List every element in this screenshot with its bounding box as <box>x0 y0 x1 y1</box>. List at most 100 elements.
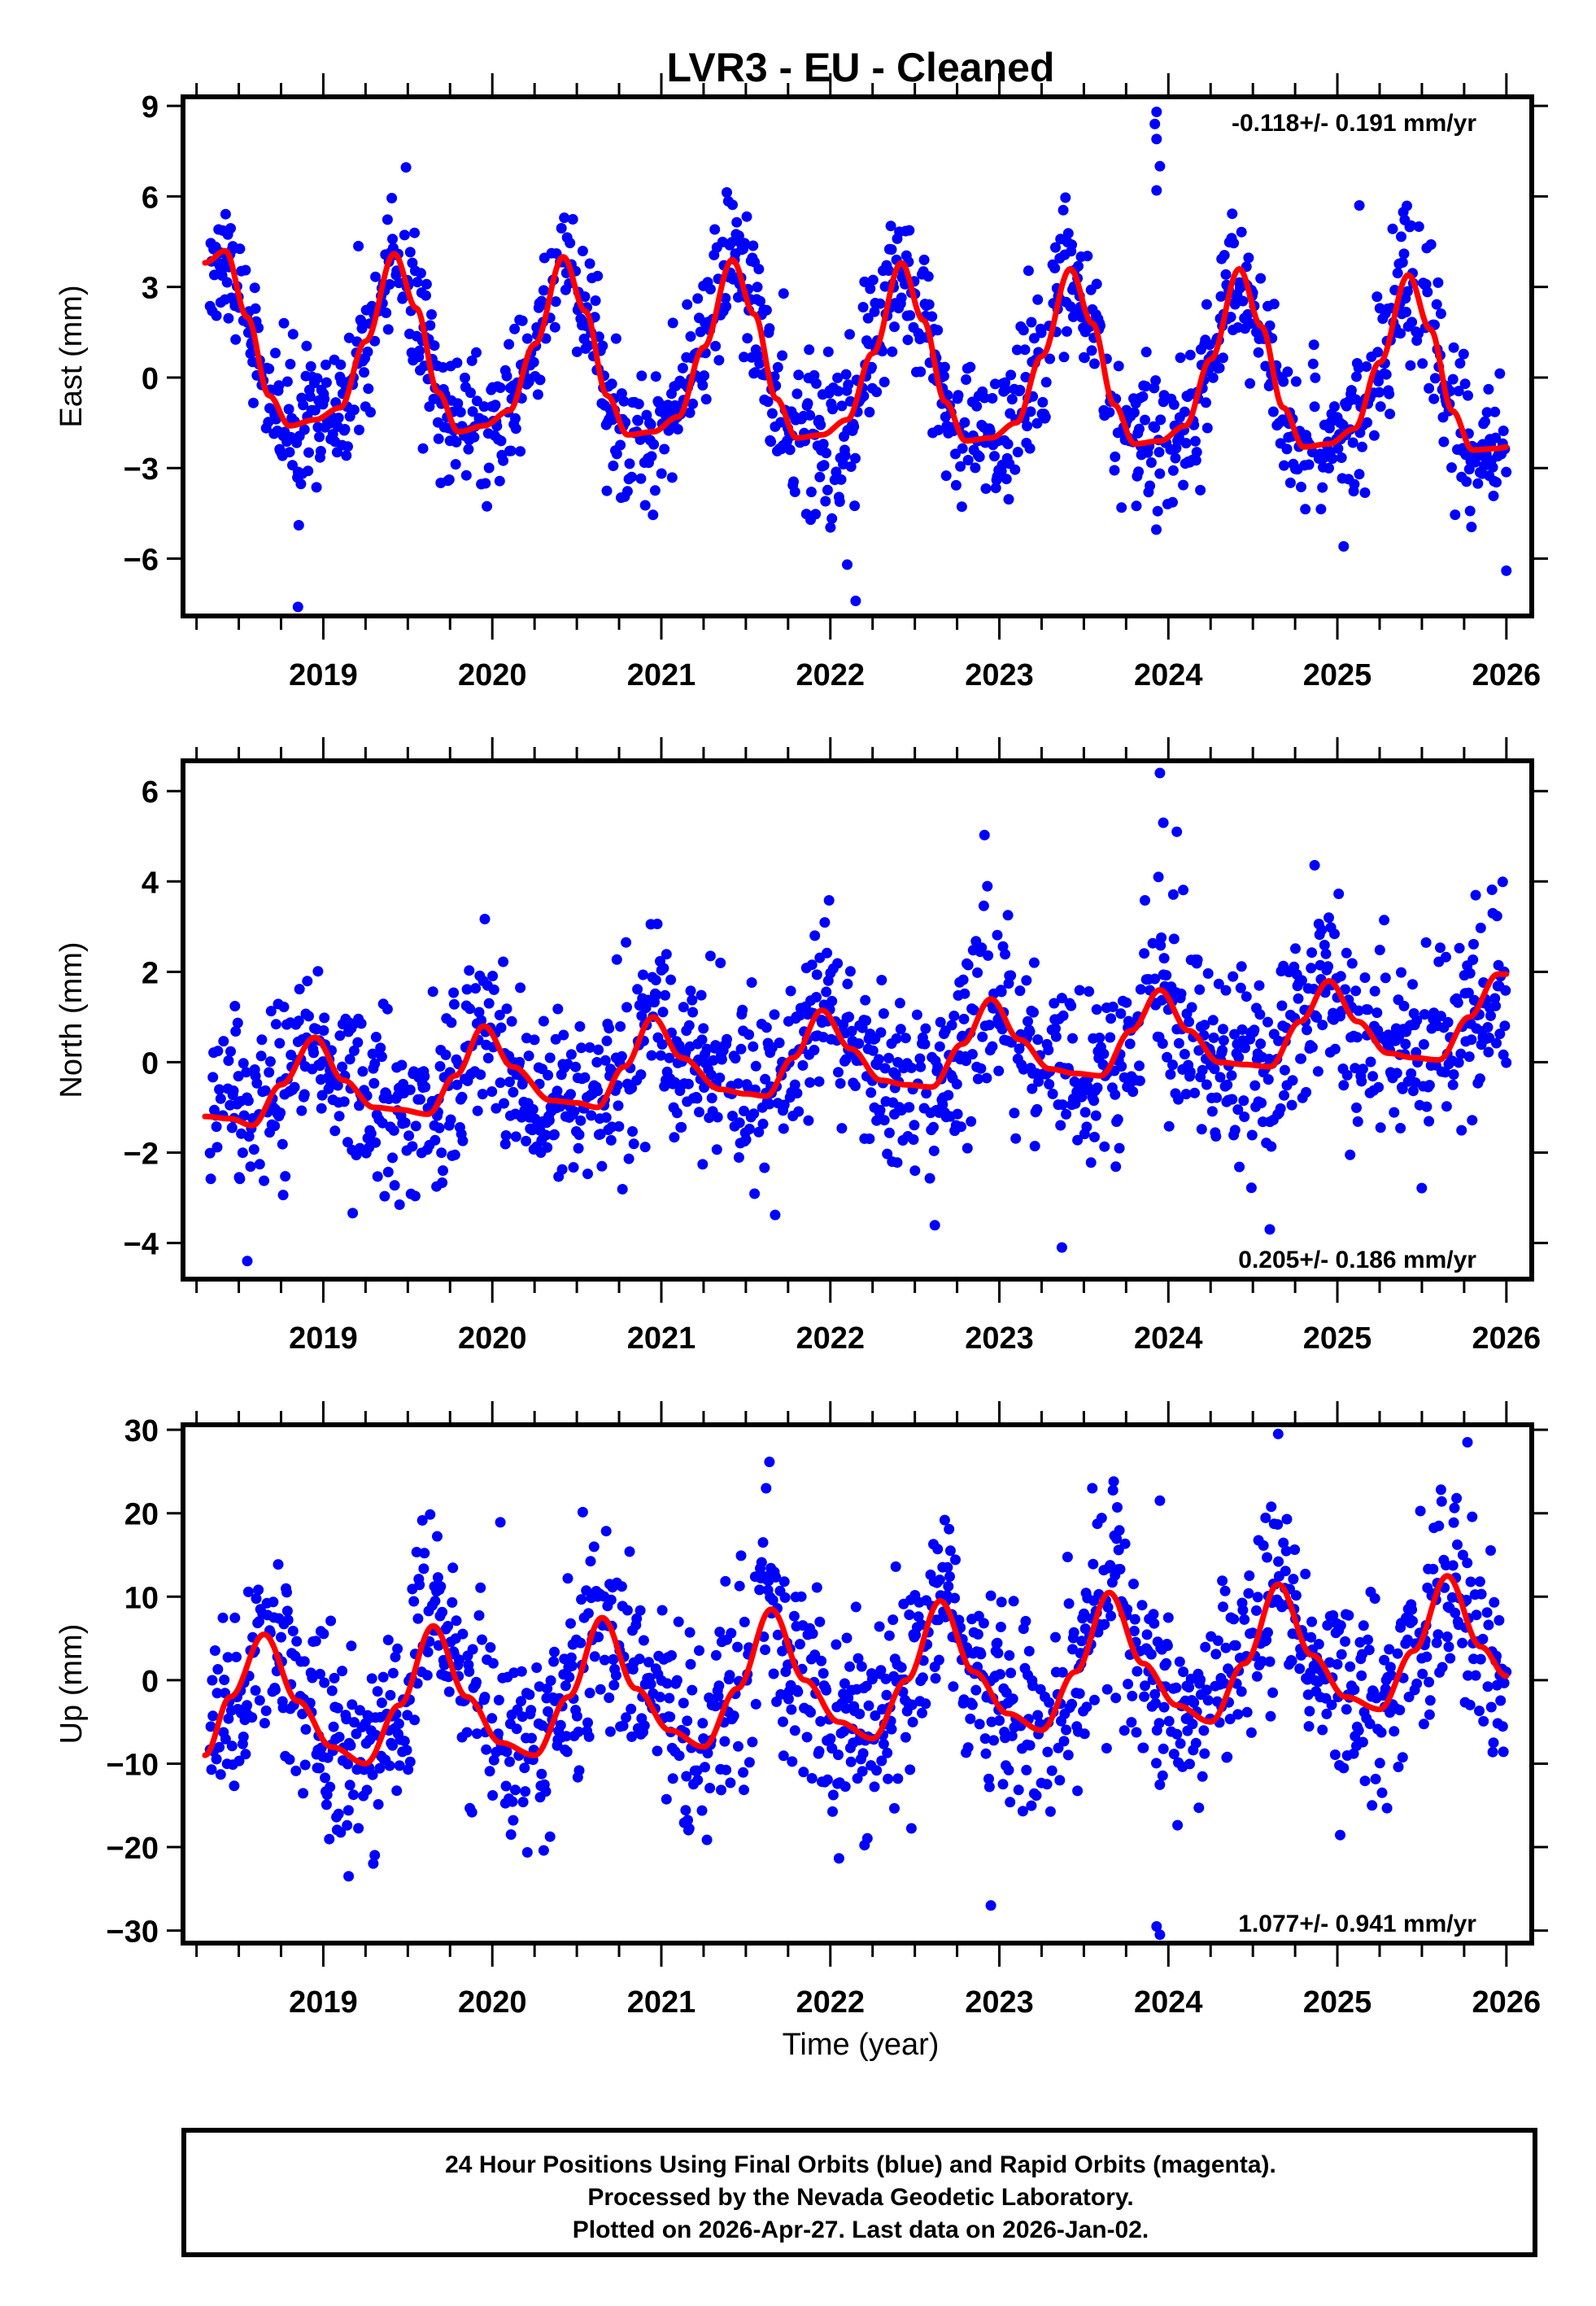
data-point <box>342 1805 354 1816</box>
data-point <box>820 496 831 507</box>
data-point <box>584 1688 595 1699</box>
data-point <box>682 1715 693 1727</box>
data-point <box>1385 408 1396 420</box>
data-point <box>726 1627 737 1639</box>
data-point <box>1199 1748 1210 1759</box>
data-point <box>1072 1785 1084 1797</box>
data-point <box>259 1175 270 1186</box>
data-point <box>1467 1115 1478 1126</box>
data-point <box>1393 1762 1404 1772</box>
data-point <box>1481 1607 1493 1618</box>
data-point <box>1099 1141 1110 1152</box>
data-point <box>978 900 989 911</box>
data-point <box>1306 963 1317 974</box>
data-point <box>1406 220 1417 231</box>
data-point <box>532 389 543 400</box>
data-point <box>962 455 974 465</box>
data-point <box>438 1165 448 1177</box>
data-point <box>871 1765 883 1776</box>
data-point <box>823 895 835 906</box>
data-point <box>448 987 460 998</box>
east-model-curve <box>202 247 1510 453</box>
data-point <box>1345 1661 1356 1672</box>
data-point <box>1353 1725 1364 1736</box>
data-point <box>600 1526 612 1537</box>
data-point <box>315 1668 325 1679</box>
data-point <box>376 1697 387 1709</box>
data-point <box>806 1773 818 1784</box>
data-point <box>692 293 704 304</box>
data-point <box>1234 1161 1245 1173</box>
data-point <box>848 421 860 432</box>
data-point <box>278 317 290 329</box>
up-y-axis-label: Up (mm) <box>55 1624 89 1745</box>
data-point <box>435 1581 447 1592</box>
data-point <box>636 370 648 382</box>
data-point <box>225 223 236 234</box>
data-point <box>464 1666 475 1677</box>
data-point <box>321 1799 332 1810</box>
data-point <box>983 1020 995 1031</box>
data-point <box>844 966 856 977</box>
data-point <box>1066 1000 1077 1011</box>
data-point <box>1139 948 1150 959</box>
data-point <box>1178 479 1189 491</box>
data-point <box>1316 924 1328 936</box>
data-point <box>626 1082 638 1094</box>
data-point <box>665 1711 676 1723</box>
data-point <box>219 1675 230 1685</box>
data-point <box>650 975 661 985</box>
data-point <box>463 443 474 455</box>
data-point <box>1249 1080 1261 1091</box>
data-point <box>370 1137 382 1148</box>
data-point <box>1013 1784 1024 1796</box>
data-point <box>965 1713 976 1724</box>
data-point <box>1184 1682 1195 1693</box>
data-point <box>805 1077 816 1088</box>
data-point <box>1222 1079 1233 1090</box>
y-tick-label: 10 <box>124 1581 159 1615</box>
data-point <box>443 1686 455 1697</box>
data-point <box>1446 462 1457 474</box>
data-point <box>325 1781 336 1793</box>
data-point <box>787 1756 798 1767</box>
data-point <box>882 1148 893 1160</box>
data-point <box>905 1062 917 1073</box>
data-point <box>392 1643 403 1654</box>
data-point <box>504 1756 515 1767</box>
data-point <box>1062 1552 1073 1562</box>
data-point <box>305 360 316 372</box>
data-point <box>636 1010 648 1021</box>
data-point <box>211 1688 223 1699</box>
data-point <box>1361 361 1372 372</box>
data-point <box>510 1784 521 1796</box>
data-point <box>1049 263 1061 273</box>
data-point <box>740 1134 752 1146</box>
data-point <box>1123 1015 1134 1027</box>
data-point <box>376 1051 387 1063</box>
data-point <box>335 1827 347 1838</box>
data-point <box>650 371 661 382</box>
data-point <box>1162 1051 1173 1063</box>
data-point <box>593 1044 604 1055</box>
data-point <box>803 1115 814 1126</box>
data-point <box>1345 1149 1356 1160</box>
data-point <box>839 1781 851 1793</box>
data-point <box>562 1573 573 1584</box>
data-point <box>615 439 626 451</box>
data-point <box>927 311 938 322</box>
data-point <box>1057 1010 1069 1021</box>
data-point <box>737 1004 748 1015</box>
data-point <box>277 1190 289 1201</box>
data-point <box>1251 1605 1262 1616</box>
data-point <box>1421 1101 1432 1112</box>
data-point <box>500 1780 512 1792</box>
data-point <box>805 487 817 498</box>
data-point <box>420 1081 431 1093</box>
data-point <box>1425 239 1437 250</box>
data-point <box>1373 376 1385 387</box>
data-point <box>1191 447 1202 458</box>
data-point <box>949 1592 961 1604</box>
data-point <box>471 395 482 407</box>
data-point <box>885 221 896 232</box>
